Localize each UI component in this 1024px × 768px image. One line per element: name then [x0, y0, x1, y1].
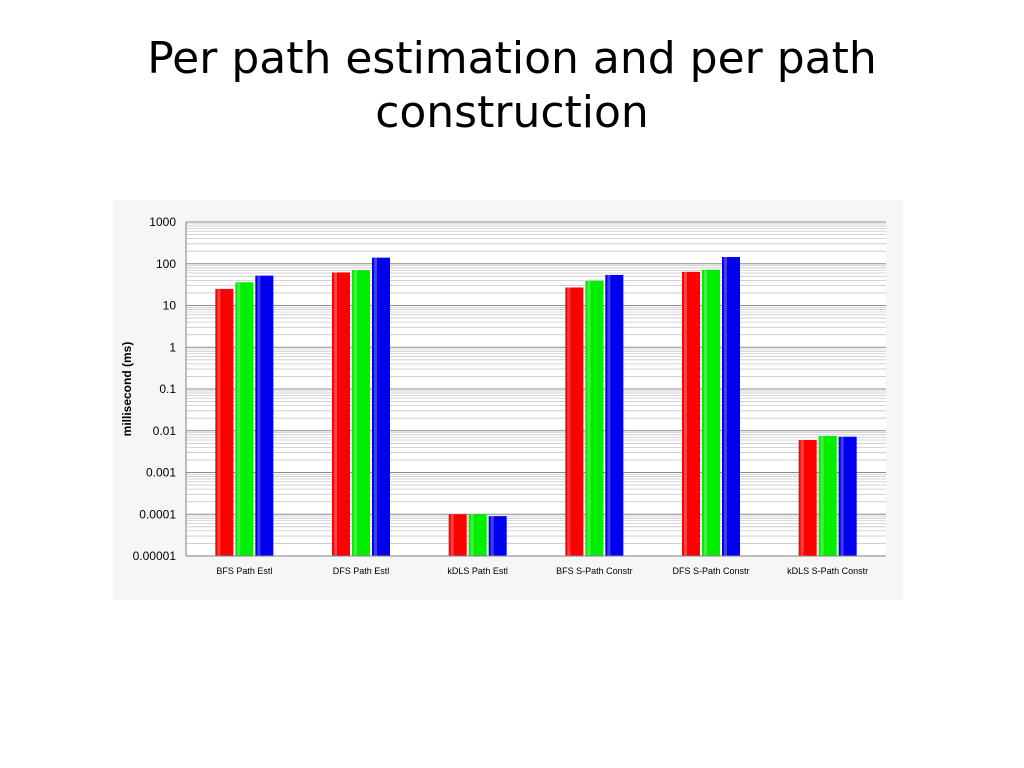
grid-lines — [186, 221, 886, 557]
bar — [352, 270, 370, 556]
bar-highlight — [567, 287, 571, 556]
slide-title: Per path estimation and per path constru… — [0, 32, 1024, 140]
y-tick-label: 100 — [156, 257, 176, 271]
y-tick-label: 0.001 — [146, 466, 176, 480]
bar-highlight — [257, 275, 261, 556]
x-tick-label: kDLS Path Estl — [447, 566, 508, 576]
y-tick-label: 0.0001 — [139, 507, 176, 521]
bar — [682, 271, 700, 556]
bar-highlight — [684, 271, 687, 556]
bar — [838, 436, 857, 556]
x-tick-label: BFS Path Estl — [216, 566, 272, 576]
bar-highlight — [587, 280, 591, 556]
bar-highlight — [704, 269, 707, 556]
bar-highlight — [450, 514, 454, 556]
x-tick-label: BFS S-Path Constr — [556, 566, 633, 576]
x-tick-label: kDLS S-Path Constr — [787, 566, 868, 576]
bar-highlight — [840, 436, 844, 556]
x-tick-label: DFS Path Estl — [333, 566, 390, 576]
bar — [798, 440, 817, 556]
bar — [235, 282, 254, 556]
y-tick-label: 1 — [169, 340, 176, 354]
bar-highlight — [607, 274, 611, 556]
bar-highlight — [820, 435, 824, 556]
axes: 1000 100 10 1 0.1 0.01 0.001 0.0001 0.00001 BFS P… — [133, 215, 886, 576]
bar-highlight — [354, 270, 357, 556]
y-axis-title: millisecond (ms) — [120, 342, 134, 437]
bar — [585, 280, 604, 556]
bar — [215, 288, 234, 556]
y-tick-label: 10 — [163, 299, 177, 313]
slide-title-line2: construction — [375, 87, 649, 138]
y-tick-label: 1000 — [149, 215, 176, 229]
bar — [255, 275, 274, 556]
bar — [468, 514, 487, 556]
bar-highlight — [724, 257, 727, 556]
bar-highlight — [800, 440, 804, 556]
bar — [372, 257, 390, 556]
y-tick-label: 0.00001 — [133, 549, 177, 563]
bar — [605, 274, 624, 556]
x-tick-label: DFS S-Path Constr — [672, 566, 749, 576]
y-tick-label: 0.01 — [153, 424, 177, 438]
bar-highlight — [334, 272, 337, 556]
bar — [448, 514, 467, 556]
bar — [565, 287, 584, 556]
bar — [702, 269, 720, 556]
bar-highlight — [374, 257, 377, 556]
bar — [722, 257, 740, 556]
y-tick-label: 0.1 — [159, 382, 176, 396]
bar-highlight — [490, 516, 494, 556]
bar — [488, 516, 507, 556]
slide-title-line1: Per path estimation and per path — [147, 33, 877, 84]
bar-highlight — [237, 282, 241, 556]
bar — [332, 272, 350, 556]
bar — [818, 435, 837, 556]
bars — [215, 257, 857, 556]
bar-chart: 1000 100 10 1 0.1 0.01 0.001 0.0001 0.00001 BFS P… — [113, 200, 903, 600]
bar-highlight — [217, 288, 221, 556]
bar-highlight — [470, 514, 474, 556]
